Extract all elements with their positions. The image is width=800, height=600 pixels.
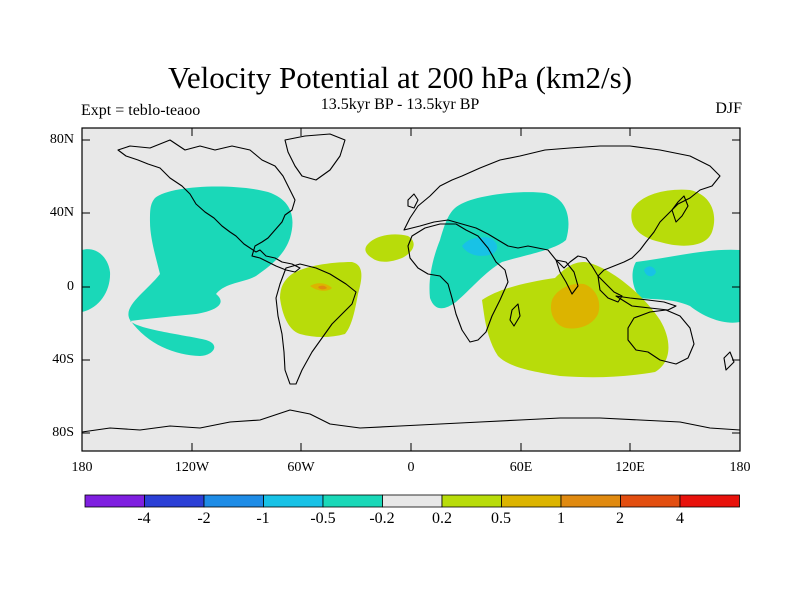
colorbar-label: -0.2 (369, 510, 395, 527)
lon-tick-label: 60E (509, 460, 533, 475)
colorbar-label: 4 (676, 510, 684, 527)
north-america-coastline (117, 139, 301, 273)
madagascar-coastline (509, 303, 521, 327)
colorbar-swatch (441, 494, 502, 508)
lon-tick-label: 60W (287, 460, 315, 475)
colorbar-swatch (144, 494, 205, 508)
lon-tick-label: 180 (71, 460, 93, 475)
colorbar-swatch (382, 494, 443, 508)
chart-title: Velocity Potential at 200 hPa (km2/s) (167, 60, 633, 95)
uk-coastline (407, 193, 419, 209)
south-america-coastline (275, 263, 357, 385)
europe-asia-coastline (403, 145, 721, 277)
colorbar-label: 0.2 (432, 510, 452, 527)
antarctica-coastline (81, 409, 741, 433)
east-asia-positive-region (631, 189, 715, 246)
australia-coastline (627, 309, 695, 365)
colorbar-label: -0.5 (310, 510, 336, 527)
colorbar-label: 1 (557, 510, 565, 527)
colorbar-swatch (560, 494, 621, 508)
maritime-continent-negative-region (632, 249, 740, 323)
colorbar-swatch (620, 494, 681, 508)
chart-subtitle: 13.5kyr BP - 13.5kyr BP (320, 96, 480, 113)
experiment-label: Expt = teblo-teaoo (81, 102, 201, 119)
colorbar-swatch (84, 494, 145, 508)
lon-tick-label: 120W (174, 460, 210, 475)
mideast-strong-negative-region (462, 237, 498, 256)
colorbar-label: 0.5 (491, 510, 511, 527)
colorbar-label: -2 (197, 510, 211, 527)
lon-tick-label: 0 (407, 460, 415, 475)
amazon-extreme-positive-spot (318, 285, 327, 290)
lat-tick-label: 80S (52, 425, 74, 440)
pacific-strong-negative-spot (644, 266, 656, 277)
africa-coastline (407, 223, 509, 343)
lat-tick-label: 0 (67, 279, 74, 294)
lat-tick-label: 40S (52, 352, 74, 367)
lon-tick-label: 180 (729, 460, 751, 475)
lat-tick-label: 80N (49, 132, 74, 147)
colorbar-label: 2 (616, 510, 624, 527)
colorbar-swatch (322, 494, 383, 508)
lat-tick-label: 40N (49, 205, 74, 220)
india-coastline (555, 259, 579, 295)
indonesia-coastline (615, 295, 677, 311)
greenland-coastline (284, 133, 346, 181)
colorbar-swatch (203, 494, 264, 508)
lon-tick-label: 120E (615, 460, 645, 475)
indian-ocean-strong-positive-region (550, 283, 600, 329)
colorbar-swatch (679, 494, 740, 508)
atlantic-positive-region (365, 234, 414, 262)
axis-ticks (81, 128, 741, 451)
colorbar-swatch (501, 494, 562, 508)
colorbar-label: -1 (256, 510, 270, 527)
japan-coastline (671, 195, 689, 223)
pacific-negative-region (128, 186, 293, 356)
africa-asia-negative-region (429, 192, 569, 309)
colorbar-label: -4 (137, 510, 151, 527)
coastlines (81, 133, 741, 433)
west-pacific-negative-region (82, 249, 111, 312)
season-label: DJF (715, 100, 742, 117)
negative-anomaly-regions (82, 186, 740, 356)
new-zealand-coastline (723, 351, 735, 371)
colorbar (84, 494, 740, 508)
colorbar-swatch (263, 494, 324, 508)
